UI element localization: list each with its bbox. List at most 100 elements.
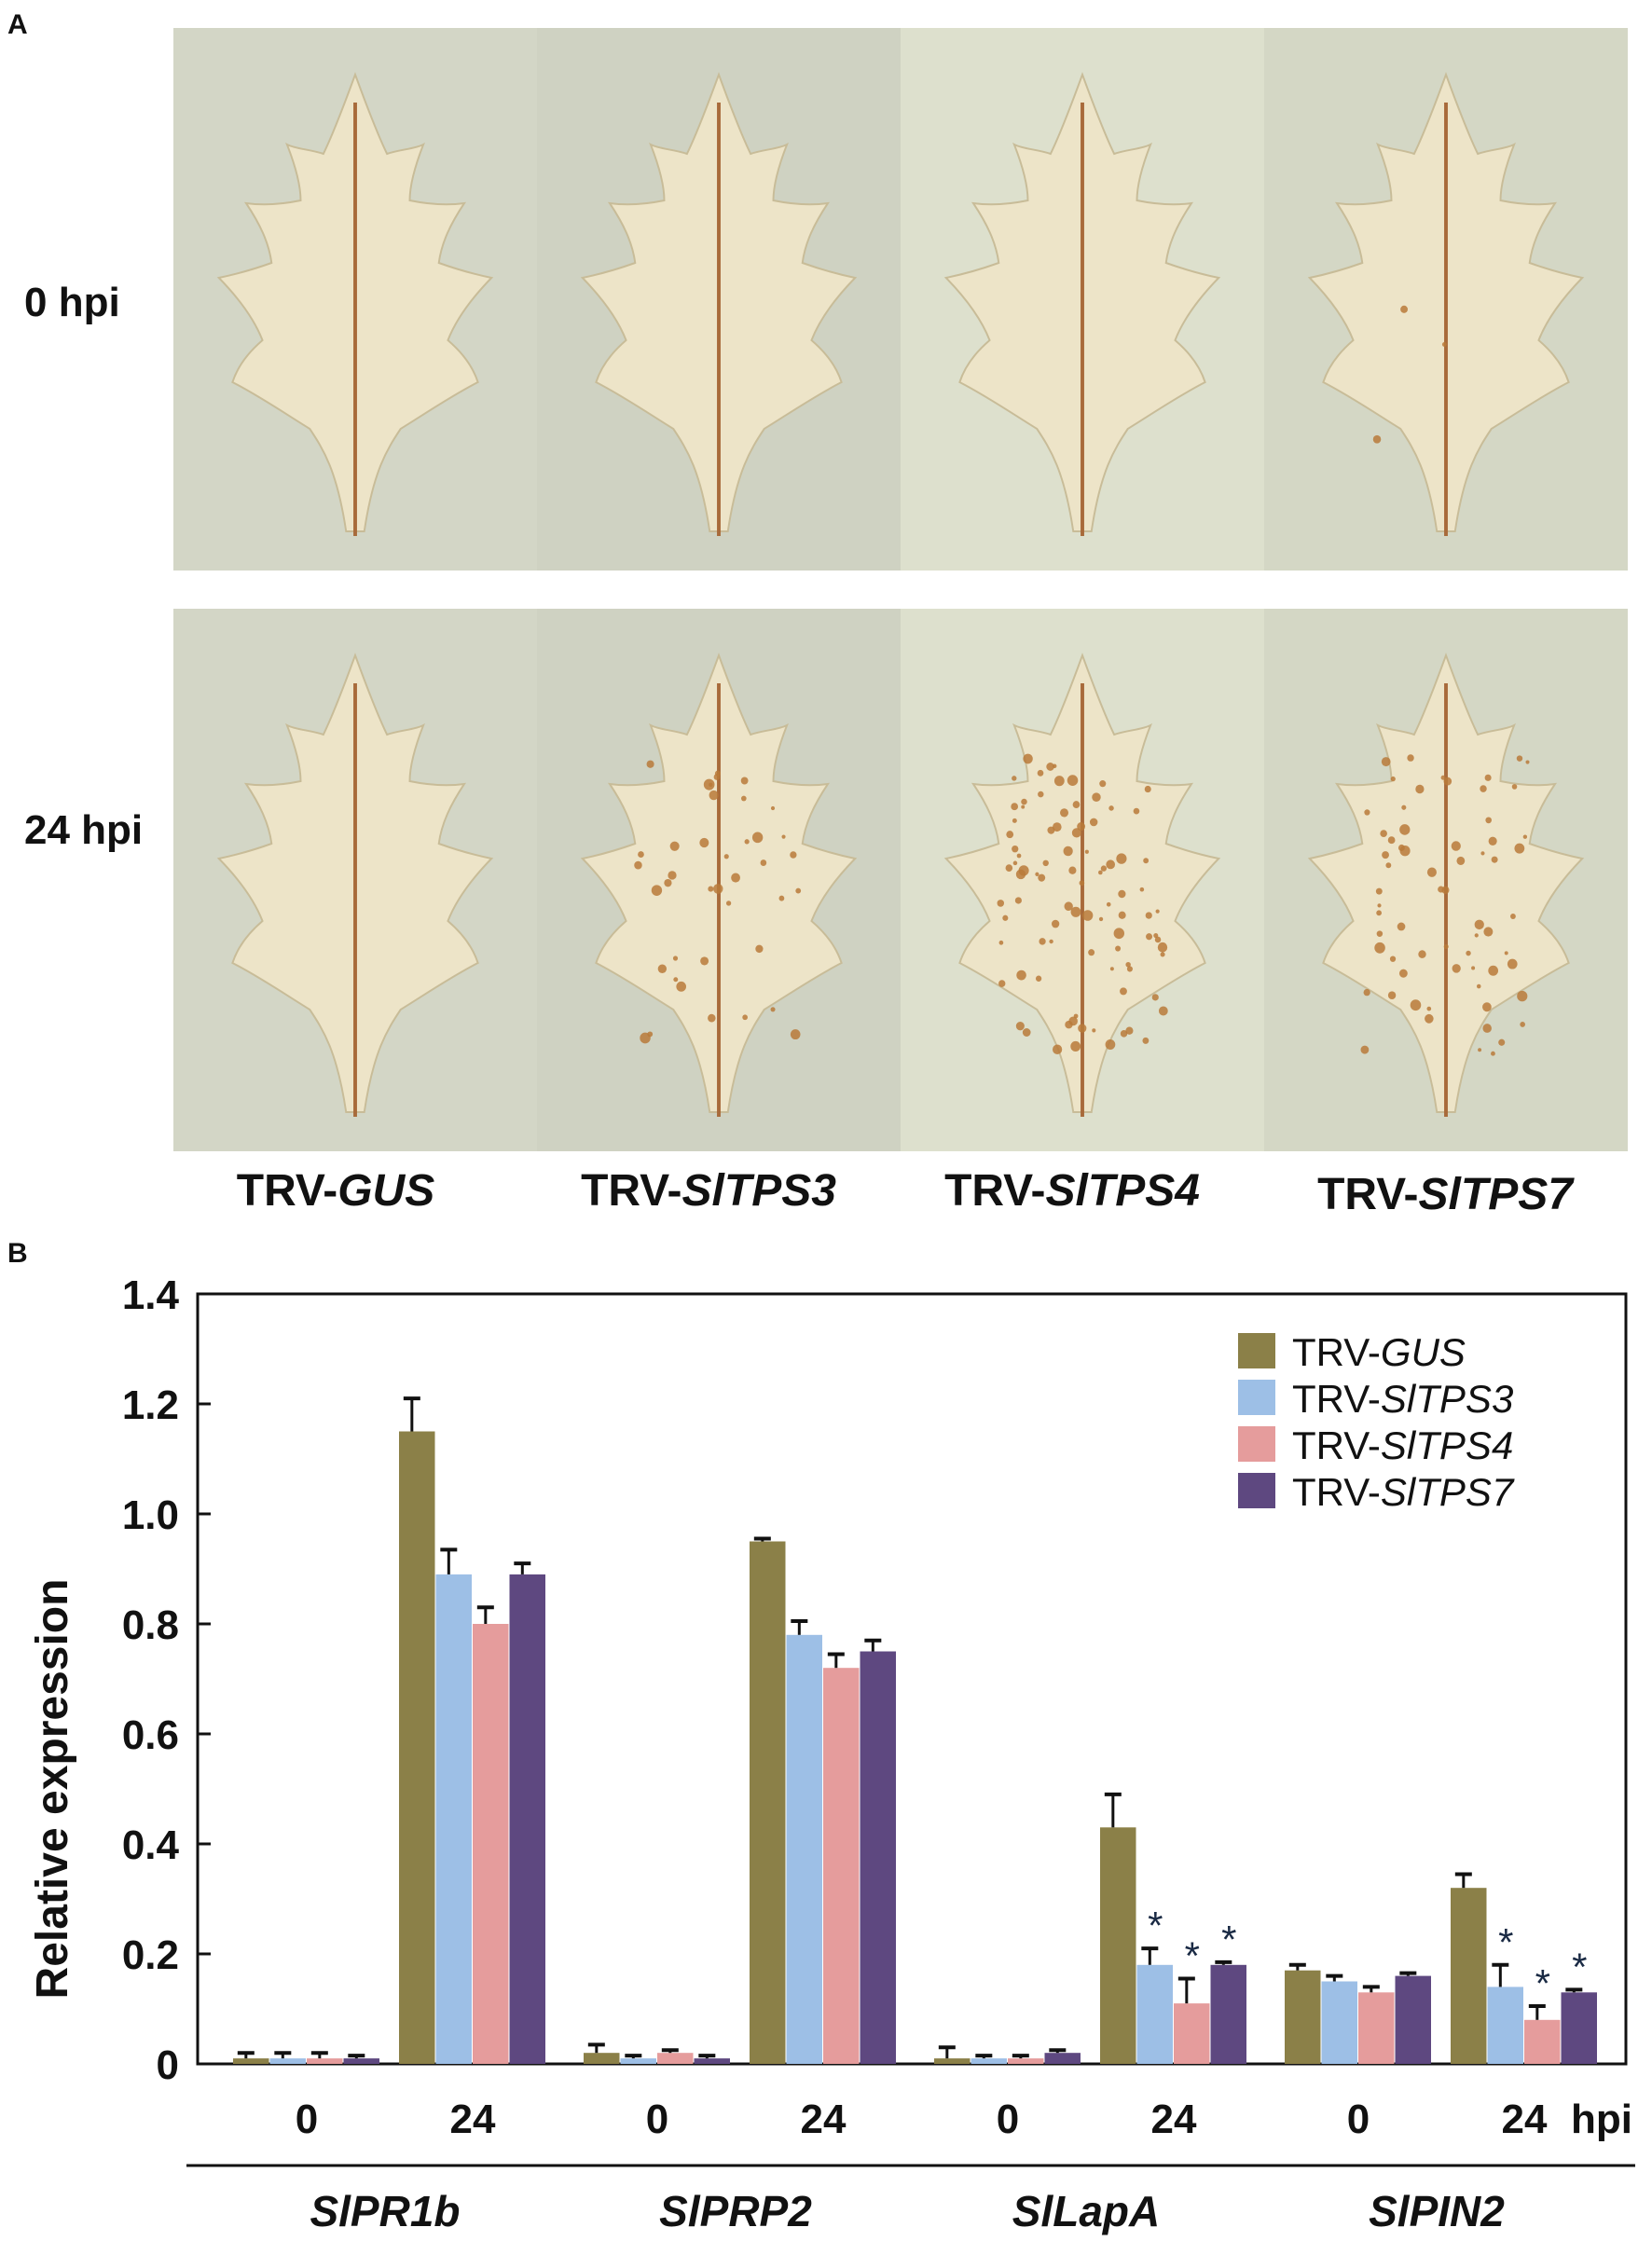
legend-label: TRV-SlTPS7 — [1292, 1470, 1515, 1514]
dab-stain-spot — [1052, 822, 1062, 832]
dab-stain-spot — [1063, 846, 1073, 857]
dab-stain-spot — [651, 885, 663, 896]
dab-stain-spot — [1410, 999, 1422, 1011]
bar — [473, 1624, 509, 2064]
dab-stain-spot — [1070, 1040, 1081, 1052]
dab-stain-spot — [790, 851, 797, 859]
dab-stain-spot — [703, 778, 715, 791]
dab-stain-spot — [1143, 858, 1150, 864]
bar — [233, 2058, 269, 2064]
bar — [1174, 2003, 1210, 2064]
dab-stain-spot — [1488, 965, 1499, 976]
dab-stain-spot — [1120, 987, 1127, 996]
x-unit-label: hpi — [1571, 2097, 1632, 2142]
dab-stain-spot — [713, 884, 723, 894]
x-tick-label: 0 — [1347, 2097, 1370, 2142]
dab-stain-spot — [1476, 983, 1481, 989]
dab-stain-spot — [1051, 919, 1060, 928]
dab-stain-spot — [1517, 990, 1528, 1002]
dab-stain-spot — [709, 790, 719, 801]
gene-label: SlLapA — [1012, 2187, 1160, 2235]
y-tick-label: 0.8 — [122, 1602, 179, 1648]
bar — [750, 1541, 786, 2064]
x-tick-label: 24 — [801, 2097, 847, 2142]
dab-stain-spot — [1078, 1024, 1087, 1033]
dab-stain-spot — [1498, 1038, 1506, 1046]
dab-stain-spot — [1099, 780, 1107, 788]
dab-stain-spot — [1011, 803, 1019, 811]
bar — [620, 2058, 656, 2064]
dab-stain-spot — [998, 940, 1004, 945]
dab-stain-spot — [1046, 763, 1054, 771]
leaf-photo-sltps4-24hpi — [901, 609, 1264, 1151]
dab-stain-spot — [1364, 809, 1370, 816]
legend-label: TRV-SlTPS3 — [1292, 1377, 1513, 1421]
dab-stain-spot — [1116, 853, 1127, 864]
significance-asterisk: * — [1572, 1945, 1587, 1988]
dab-stain-spot — [1507, 958, 1518, 969]
dab-stain-spot — [795, 887, 802, 894]
dab-stain-spot — [1390, 776, 1396, 782]
dab-stain-spot — [1483, 927, 1494, 937]
legend-label: TRV-SlTPS4 — [1292, 1423, 1513, 1467]
leaf-drawing — [1307, 72, 1585, 536]
dab-stain-spot — [1125, 961, 1131, 968]
dab-stain-spot — [1480, 851, 1485, 856]
dab-stain-spot — [1387, 836, 1396, 845]
bar — [399, 1431, 435, 2064]
dab-stain-spot — [1385, 862, 1392, 869]
bar — [1044, 2053, 1081, 2064]
dab-stain-spot — [1482, 1002, 1492, 1012]
leaf-photo-sltps4-0hpi — [901, 28, 1264, 571]
dab-stain-spot — [1440, 775, 1446, 780]
dab-stain-spot — [1060, 808, 1069, 818]
dab-stain-spot — [1053, 763, 1057, 769]
leaf-drawing — [580, 72, 858, 536]
dab-stain-spot — [1067, 775, 1079, 787]
dab-stain-spot — [1451, 841, 1461, 851]
dab-stain-spot — [1377, 903, 1382, 908]
dab-stain-spot — [700, 956, 709, 966]
dab-stain-spot — [1516, 755, 1523, 762]
leaf-photo-gus-24hpi — [173, 609, 537, 1151]
legend-swatch — [1238, 1426, 1275, 1462]
dab-stain-spot — [1120, 1030, 1128, 1038]
x-tick-label: 24 — [450, 2097, 496, 2142]
bar — [269, 2058, 306, 2064]
dab-stain-spot — [1139, 887, 1145, 892]
bar — [1321, 1981, 1357, 2064]
dab-stain-spot — [1376, 910, 1383, 916]
dab-stain-spot — [1363, 988, 1370, 997]
col-label-sltps4: TRV-SlTPS4 — [944, 1166, 1200, 1216]
dab-stain-spot — [1084, 849, 1089, 854]
significance-asterisk: * — [1221, 1918, 1236, 1961]
bar — [343, 2058, 379, 2064]
y-tick-label: 1.4 — [122, 1272, 180, 1318]
dab-stain-spot — [998, 980, 1006, 987]
dab-stain-spot — [1425, 1013, 1434, 1024]
bar — [860, 1651, 896, 2064]
dab-stain-spot — [1418, 950, 1426, 958]
dab-stain-spot — [1415, 784, 1425, 794]
leaf-drawing — [216, 72, 494, 536]
dab-stain-spot — [1399, 846, 1411, 857]
row-label-24hpi: 24 hpi — [24, 807, 144, 853]
dab-stain-spot — [1488, 836, 1497, 846]
dab-stain-spot — [1438, 886, 1445, 893]
x-tick-label: 24 — [1151, 2097, 1197, 2142]
dab-stain-spot — [1002, 914, 1009, 921]
dab-stain-spot — [1380, 830, 1387, 838]
dab-stain-spot — [1399, 824, 1411, 835]
dab-stain-spot — [1452, 964, 1461, 973]
row-label-0hpi: 0 hpi — [24, 280, 120, 325]
legend-swatch — [1238, 1380, 1275, 1415]
dab-stain-spot — [646, 760, 654, 768]
leaf-drawing — [580, 653, 858, 1117]
dab-stain-spot — [1105, 1038, 1116, 1050]
dab-stain-spot — [1157, 942, 1168, 953]
dab-stain-spot — [1426, 1006, 1432, 1011]
dab-stain-spot — [1118, 889, 1126, 899]
dab-stain-spot — [699, 837, 709, 848]
dab-stain-spot — [744, 839, 750, 845]
dab-stain-spot — [997, 900, 1005, 907]
